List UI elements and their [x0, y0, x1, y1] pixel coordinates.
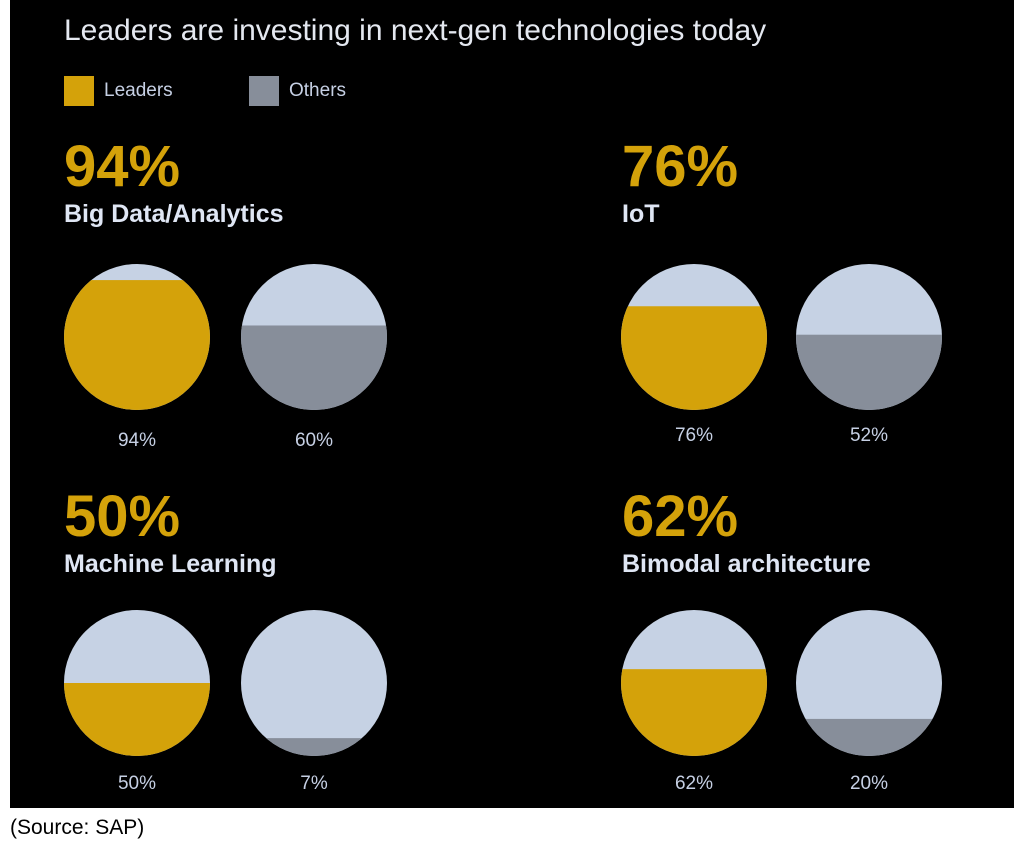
pie-label-machine-learning-leaders: 50%: [117, 773, 157, 794]
chart-title: Leaders are investing in next-gen techno…: [64, 14, 767, 47]
circle-machine-learning-others: [241, 610, 387, 756]
pie-label-machine-learning-others: 7%: [300, 773, 328, 794]
fill-big-data-others: [241, 325, 387, 410]
fill-bimodal-leaders: [621, 669, 767, 756]
pie-label-iot-leaders: 76%: [674, 425, 714, 446]
pie-label-big-data-leaders: 94%: [117, 430, 157, 451]
fill-bimodal-others: [796, 718, 942, 756]
tech-name-machine-learning: Machine Learning: [64, 550, 277, 578]
legend-swatch-others: [249, 76, 279, 106]
fill-machine-learning-others: [241, 738, 387, 756]
headline-percent-bimodal: 62%: [622, 484, 739, 549]
fill-iot-leaders: [621, 306, 767, 410]
fill-iot-others: [796, 334, 942, 410]
headline-percent-machine-learning: 50%: [64, 484, 181, 549]
fill-machine-learning-leaders: [64, 683, 210, 756]
legend-item-others: Others: [249, 76, 346, 106]
fill-big-data-leaders: [64, 280, 210, 410]
legend-label-others: Others: [289, 80, 347, 101]
tech-name-big-data: Big Data/Analytics: [64, 200, 284, 228]
source-caption: (Source: SAP): [10, 816, 145, 839]
tech-name-bimodal: Bimodal architecture: [622, 550, 871, 578]
pie-label-bimodal-leaders: 62%: [674, 773, 714, 794]
headline-percent-iot: 76%: [622, 134, 739, 199]
pie-label-big-data-others: 60%: [294, 430, 334, 451]
legend-item-leaders: Leaders: [64, 76, 173, 106]
pie-label-iot-others: 52%: [849, 425, 889, 446]
headline-percent-big-data: 94%: [64, 134, 181, 199]
legend-label-leaders: Leaders: [104, 80, 173, 101]
tech-name-iot: IoT: [622, 200, 660, 228]
pie-label-bimodal-others: 20%: [849, 773, 889, 794]
legend-swatch-leaders: [64, 76, 94, 106]
